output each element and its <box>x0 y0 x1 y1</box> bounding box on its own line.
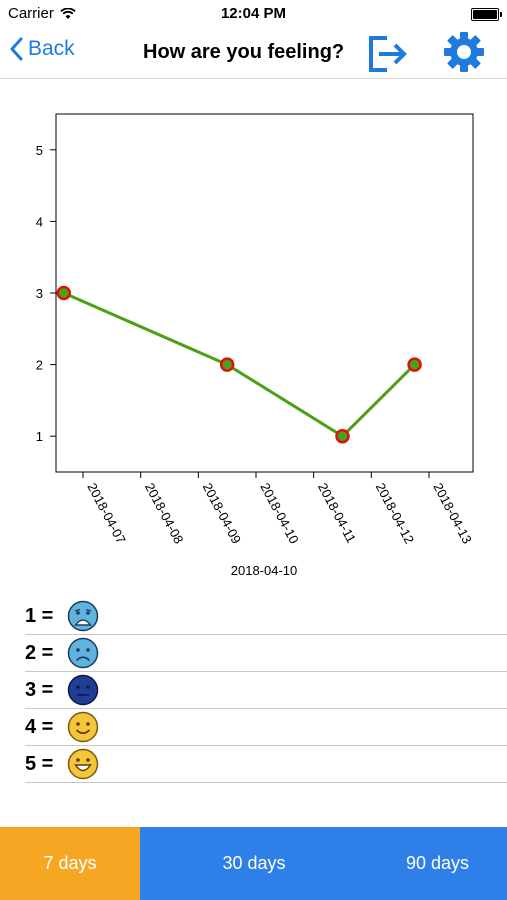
legend-label: 3 = <box>25 678 54 701</box>
x-tick-label: 2018-04-13 <box>430 480 474 546</box>
mood-chart: 1 2 3 4 5 2018-04-07 2018-04-08 2018-04-09 2018-… <box>0 100 480 590</box>
legend-row-1: 1 = <box>25 598 507 635</box>
x-tick-label: 2018-04-11 <box>315 480 359 545</box>
y-tick-label: 1 <box>36 429 43 444</box>
x-tick-label: 2018-04-12 <box>373 480 417 546</box>
status-left: Carrier <box>8 5 76 22</box>
status-bar: Carrier 12:04 PM <box>0 0 507 28</box>
series-line <box>63 291 416 438</box>
page-title: How are you feeling? <box>143 41 345 63</box>
legend-row-3: 3 = <box>25 672 507 709</box>
wifi-icon <box>60 7 76 19</box>
x-axis-label: 2018-04-10 <box>231 563 298 578</box>
mood-legend: 1 = 2 = 3 = 4 = 5 = <box>25 598 507 783</box>
battery-icon <box>471 8 502 21</box>
legend-label: 4 = <box>25 715 54 738</box>
x-tick-label: 2018-04-09 <box>200 480 244 546</box>
legend-label: 2 = <box>25 641 54 664</box>
legend-row-2: 2 = <box>25 635 507 672</box>
y-tick-label: 4 <box>36 214 43 229</box>
y-tick-label: 2 <box>36 358 43 373</box>
big-smile-face-icon <box>67 748 99 780</box>
neutral-face-icon <box>67 674 99 706</box>
very-sad-face-icon <box>67 600 99 632</box>
legend-row-5: 5 = <box>25 746 507 783</box>
legend-label: 5 = <box>25 752 54 775</box>
logout-icon[interactable] <box>366 31 410 75</box>
tab-7-days[interactable]: 7 days <box>0 827 140 900</box>
x-tick-label: 2018-04-08 <box>142 480 186 546</box>
chevron-left-icon <box>10 37 23 61</box>
data-point <box>407 357 422 372</box>
legend-label: 1 = <box>25 604 54 627</box>
data-point <box>56 285 72 301</box>
back-label: Back <box>28 37 75 60</box>
data-point <box>335 428 350 444</box>
carrier-label: Carrier <box>8 5 54 22</box>
smile-face-icon <box>67 711 99 743</box>
x-tick-label: 2018-04-07 <box>84 480 128 546</box>
plot-frame <box>55 113 474 473</box>
legend-row-4: 4 = <box>25 709 507 746</box>
status-time: 12:04 PM <box>220 5 287 22</box>
tab-90-days[interactable]: 90 days <box>405 853 470 873</box>
y-tick-label: 3 <box>36 286 43 301</box>
x-tick-label: 2018-04-10 <box>257 480 301 546</box>
data-point <box>219 357 235 372</box>
back-button[interactable]: Back <box>10 37 75 61</box>
tab-30-days[interactable]: 30 days <box>222 853 286 873</box>
sad-face-icon <box>67 637 99 669</box>
y-tick-label: 5 <box>36 143 43 158</box>
nav-bar: Back How are you feeling? <box>0 28 507 79</box>
gear-icon[interactable] <box>443 31 485 73</box>
range-tab-bar: 7 days 30 days 90 days <box>0 827 507 900</box>
chart-svg: 1 2 3 4 5 2018-04-07 2018-04-08 2018-04-09 2018-… <box>36 113 475 578</box>
